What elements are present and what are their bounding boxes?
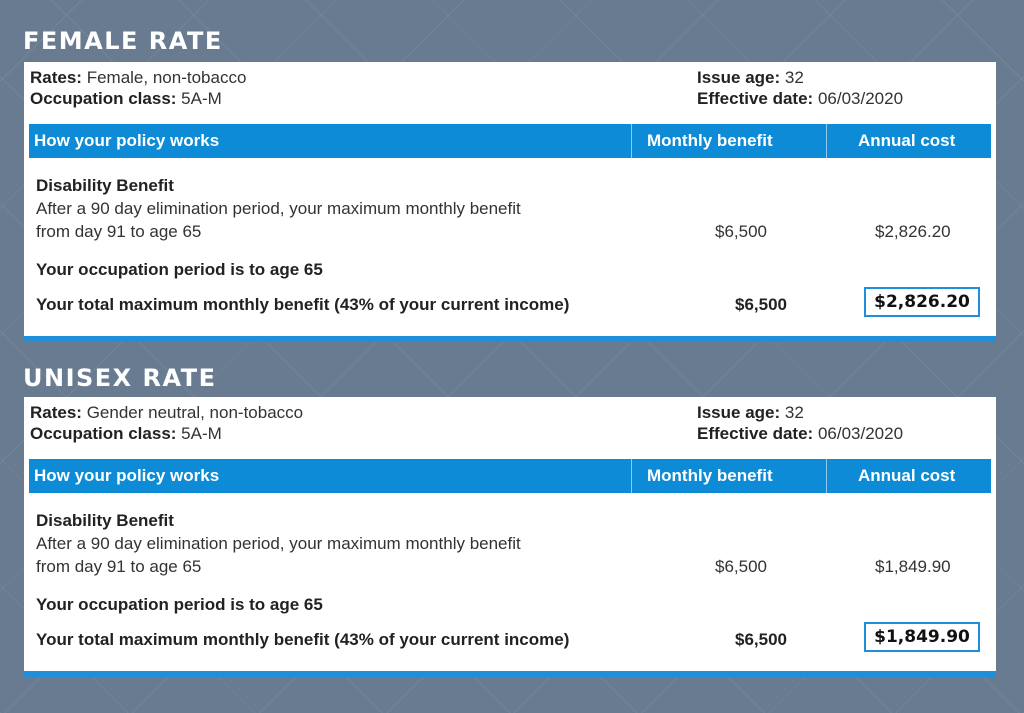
header-divider <box>826 124 827 158</box>
table-header: How your policy works Monthly benefit An… <box>29 459 991 493</box>
header-divider <box>631 124 632 158</box>
rates-label: Rates: <box>30 68 82 87</box>
rates-value: Gender neutral, non-tobacco <box>86 403 304 422</box>
total-monthly-value: $6,500 <box>735 295 787 314</box>
occupation-class-value: 5A-M <box>181 89 222 108</box>
total-benefit-label: Your total maximum monthly benefit (43% … <box>36 630 570 649</box>
policy-meta-left: Rates: Gender neutral, non-tobacco Occup… <box>30 402 303 444</box>
benefit-description-line: from day 91 to age 65 <box>36 222 202 241</box>
header-annual-cost: Annual cost <box>858 466 956 485</box>
policy-meta-right: Issue age: 32 Effective date: 06/03/2020 <box>697 67 903 109</box>
benefit-title: Disability Benefit <box>36 511 174 530</box>
benefit-description-line: After a 90 day elimination period, your … <box>36 534 521 553</box>
total-annual-cost-highlight: $1,849.90 <box>864 622 980 652</box>
header-monthly-benefit: Monthly benefit <box>647 131 773 150</box>
issue-age-label: Issue age: <box>697 403 781 422</box>
benefit-annual-value: $2,826.20 <box>875 222 951 241</box>
occupation-class-label: Occupation class: <box>30 89 177 108</box>
effective-date-value: 06/03/2020 <box>817 424 904 443</box>
effective-date-label: Effective date: <box>697 89 814 108</box>
rate-panel-unisex: Rates: Gender neutral, non-tobacco Occup… <box>24 397 996 677</box>
total-annual-cost-highlight: $2,826.20 <box>864 287 980 317</box>
table-header: How your policy works Monthly benefit An… <box>29 124 991 158</box>
panel-bottom-bar <box>24 336 996 342</box>
effective-date-label: Effective date: <box>697 424 814 443</box>
benefit-monthly-value: $6,500 <box>715 222 767 241</box>
benefit-monthly-value: $6,500 <box>715 557 767 576</box>
issue-age-label: Issue age: <box>697 68 781 87</box>
rates-value: Female, non-tobacco <box>86 68 247 87</box>
benefit-description: After a 90 day elimination period, your … <box>36 532 596 578</box>
section-heading-unisex: UNISEX RATE <box>23 364 217 392</box>
header-annual-cost: Annual cost <box>858 131 956 150</box>
header-monthly-benefit: Monthly benefit <box>647 466 773 485</box>
occupation-period: Your occupation period is to age 65 <box>36 595 323 614</box>
issue-age-value: 32 <box>784 68 804 87</box>
benefit-annual-value: $1,849.90 <box>875 557 951 576</box>
rate-panel-female: Rates: Female, non-tobacco Occupation cl… <box>24 62 996 342</box>
rates-label: Rates: <box>30 403 82 422</box>
occupation-class-label: Occupation class: <box>30 424 177 443</box>
section-heading-female: FEMALE RATE <box>23 27 223 55</box>
occupation-class-value: 5A-M <box>181 424 222 443</box>
benefit-description: After a 90 day elimination period, your … <box>36 197 596 243</box>
header-policy: How your policy works <box>34 466 220 485</box>
total-monthly-value: $6,500 <box>735 630 787 649</box>
benefit-description-line: After a 90 day elimination period, your … <box>36 199 521 218</box>
header-policy: How your policy works <box>34 131 220 150</box>
policy-meta-left: Rates: Female, non-tobacco Occupation cl… <box>30 67 246 109</box>
header-divider <box>631 459 632 493</box>
benefit-description-line: from day 91 to age 65 <box>36 557 202 576</box>
policy-meta-right: Issue age: 32 Effective date: 06/03/2020 <box>697 402 903 444</box>
header-divider <box>826 459 827 493</box>
issue-age-value: 32 <box>784 403 804 422</box>
total-benefit-label: Your total maximum monthly benefit (43% … <box>36 295 570 314</box>
benefit-title: Disability Benefit <box>36 176 174 195</box>
effective-date-value: 06/03/2020 <box>817 89 904 108</box>
occupation-period: Your occupation period is to age 65 <box>36 260 323 279</box>
panel-bottom-bar <box>24 671 996 677</box>
